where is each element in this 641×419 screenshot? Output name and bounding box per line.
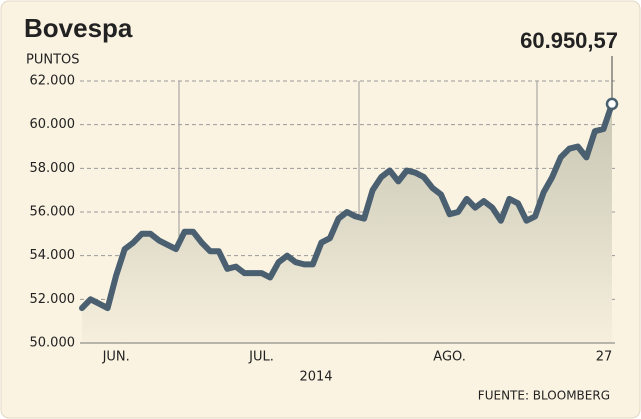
y-tick-label: 60.000 [30,117,76,132]
area [82,103,612,344]
line [79,100,615,312]
x-tick-label: JUL. [248,350,274,365]
plot [79,56,619,344]
y-tick-label: 56.000 [30,205,76,220]
y-tick-label: 52.000 [30,292,76,307]
y-axis-label: PUNTOS [26,53,80,68]
chart-title: Bovespa [24,13,133,43]
source: FUENTE: BLOOMBERG [478,389,610,403]
y-tick-label: 58.000 [30,161,76,176]
annotation: 60.950,57 [520,28,618,53]
x-tick-label: 27 [596,350,613,365]
x-axis-label: 2014 [299,370,332,385]
x-tick-label: AGO. [433,350,466,365]
x-tick-label: JUN. [102,350,130,365]
last-point [605,97,619,111]
y-tick-label: 54.000 [30,248,76,263]
y-tick-label: 62.000 [30,74,76,89]
y-tick-label: 50.000 [30,336,76,351]
